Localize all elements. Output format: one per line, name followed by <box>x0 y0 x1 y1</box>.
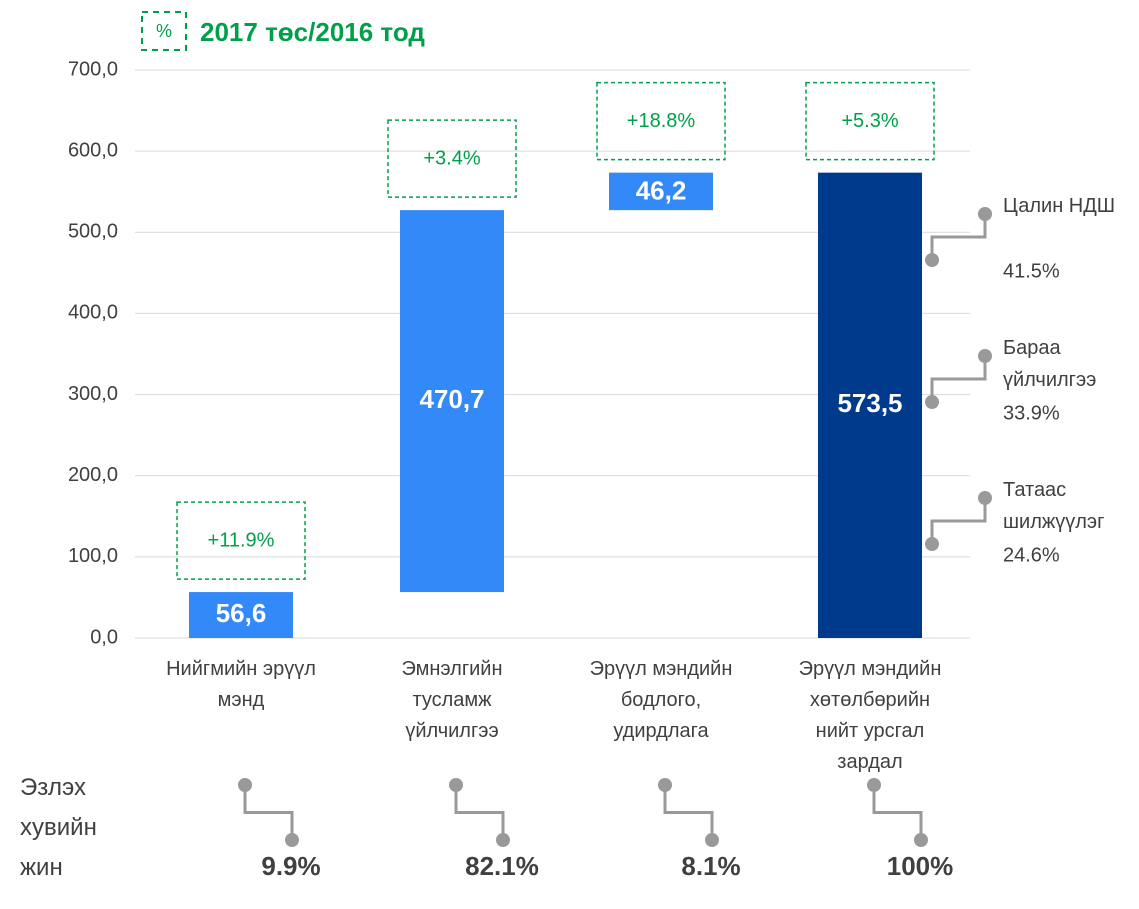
breakdown-connector <box>930 356 987 402</box>
share-label: 100% <box>887 851 954 881</box>
breakdown-connector-dot <box>978 207 992 221</box>
share-connector <box>243 785 294 840</box>
share-title: Эзлэх хувийн жин <box>20 774 97 881</box>
share-label: 82.1% <box>465 851 539 881</box>
y-tick-label: 700,0 <box>68 58 118 80</box>
growth-label: +5.3% <box>841 110 898 132</box>
chart-title: 2017 төс/2016 тод <box>200 17 425 47</box>
share-connector-dot <box>867 778 881 792</box>
y-tick-label: 0,0 <box>90 626 118 648</box>
growth-box <box>176 501 306 580</box>
breakdown-value: 41.5% <box>1003 260 1060 282</box>
breakdown-connector-dot <box>925 253 939 267</box>
share-label: 9.9% <box>261 851 320 881</box>
share-connector <box>872 785 923 840</box>
growth-box <box>387 119 517 198</box>
y-tick-label: 300,0 <box>68 383 118 405</box>
value-label: 573,5 <box>837 388 902 418</box>
breakdown-name: Бараа үйлчилгээ <box>1003 337 1097 391</box>
value-label: 56,6 <box>216 598 267 628</box>
breakdown-connector <box>930 498 987 544</box>
share-label: 8.1% <box>681 851 740 881</box>
y-tick-label: 400,0 <box>68 302 118 324</box>
breakdown-connector <box>930 214 987 260</box>
breakdown-connector-dot <box>978 349 992 363</box>
legend-icon: % <box>156 21 172 41</box>
share-connector-dot <box>914 833 928 847</box>
share-connector-dot <box>285 833 299 847</box>
breakdown-name: Татаас шилжүүлэг <box>1003 479 1105 533</box>
x-tick-label: Эрүүл мэндийн бодлого, удирдлага <box>589 658 733 742</box>
breakdown-connector-dot <box>978 491 992 505</box>
x-tick-label: Нийгмийн эрүүл мэнд <box>166 658 316 711</box>
y-tick-label: 200,0 <box>68 464 118 486</box>
y-tick-label: 600,0 <box>68 139 118 161</box>
y-tick-label: 100,0 <box>68 545 118 567</box>
share-connector <box>454 785 505 840</box>
value-label: 46,2 <box>636 176 687 206</box>
growth-box <box>596 81 726 161</box>
legend-icon-box <box>141 11 187 51</box>
breakdown-value: 33.9% <box>1003 402 1060 424</box>
bar <box>609 172 713 211</box>
y-tick-label: 500,0 <box>68 221 118 243</box>
growth-label: +11.9% <box>208 529 275 551</box>
breakdown-value: 24.6% <box>1003 544 1060 566</box>
share-connector-dot <box>658 778 672 792</box>
breakdown-connector-dot <box>925 537 939 551</box>
growth-label: +18.8% <box>627 110 696 132</box>
x-tick-label: Эрүүл мэндийн хөтөлбөрийн нийт урсгал за… <box>798 658 942 773</box>
value-label: 470,7 <box>419 384 484 414</box>
share-connector-dot <box>449 778 463 792</box>
bar <box>400 210 504 593</box>
share-connector-dot <box>705 833 719 847</box>
share-connector-dot <box>496 833 510 847</box>
growth-box <box>805 81 935 161</box>
x-tick-label: Эмнэлгийн тусламж үйлчилгээ <box>401 658 503 742</box>
share-connector-dot <box>238 778 252 792</box>
bar <box>818 172 922 638</box>
breakdown-connector-dot <box>925 395 939 409</box>
breakdown-name: Цалин НДШ <box>1003 195 1116 217</box>
share-connector <box>663 785 714 840</box>
bar <box>189 592 293 638</box>
growth-label: +3.4% <box>423 147 480 169</box>
